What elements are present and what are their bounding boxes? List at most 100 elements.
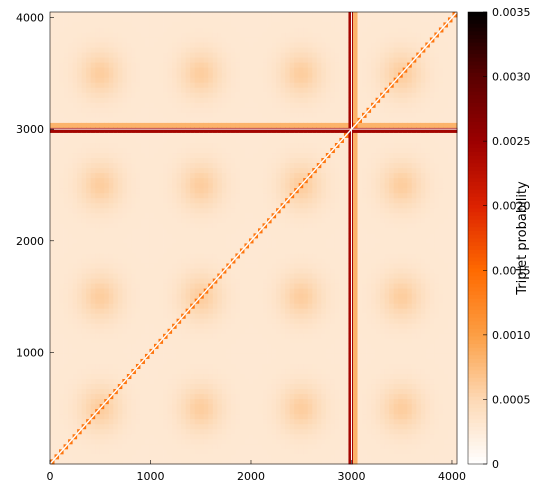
heatmap-cell [258,448,263,455]
heatmap-cell [244,167,250,174]
heatmap-cell [258,177,263,184]
heatmap-cell [208,433,214,440]
heatmap-cell [258,333,263,339]
heatmap-cell [253,238,259,244]
heatmap-cell [126,308,132,314]
heatmap-cell [285,318,291,324]
heatmap-cell [59,57,64,63]
heatmap-cell [149,328,155,334]
heatmap-cell [131,62,137,68]
heatmap-cell [176,222,182,229]
heatmap-cell [131,373,137,380]
heatmap-cell [289,328,295,334]
heatmap-cell [258,453,263,460]
heatmap-cell [131,333,137,339]
heatmap-cell [104,67,110,73]
heatmap-cell [199,192,205,199]
heatmap-cell [185,162,191,169]
heatmap-cell [285,293,291,299]
heatmap-cell [126,278,132,284]
heatmap-cell [294,192,300,199]
heatmap-cell [176,112,182,118]
heatmap-cell [244,197,250,204]
heatmap-cell [230,373,236,380]
heatmap-cell [95,57,101,63]
heatmap-cell [104,323,110,329]
heatmap-cell [113,348,119,354]
heatmap-cell [144,363,150,369]
heatmap-cell [86,298,92,304]
heatmap-cell [181,62,187,68]
heatmap-cell [280,373,286,380]
heatmap-cell [203,57,209,63]
heatmap-cell [190,12,196,18]
heatmap-cell [239,323,245,329]
heatmap-cell [126,383,132,390]
heatmap-cell [86,348,92,354]
heatmap-cell [126,283,132,289]
heatmap-cell [280,263,286,269]
heatmap-cell [285,127,291,133]
heatmap-cell [149,443,155,450]
heatmap-cell [158,147,164,154]
heatmap-cell [95,127,101,133]
heatmap-cell [267,107,272,113]
heatmap-cell [285,122,291,128]
heatmap-cell [208,333,214,339]
heatmap-cell [131,132,137,138]
heatmap-cell [212,403,218,410]
heatmap-cell [117,127,123,133]
heatmap-cell [149,393,155,400]
heatmap-cell [258,308,263,314]
heatmap-cell [226,238,232,244]
heatmap-cell [212,313,218,319]
heatmap-cell [77,323,83,329]
heatmap-cell [122,343,128,349]
heatmap-cell [239,202,245,209]
heatmap-cell [59,72,64,78]
heatmap-cell [113,283,119,289]
heatmap-cell [131,248,137,254]
heatmap-cell [221,127,227,133]
heatmap-cell [149,313,155,319]
heatmap-cell [90,273,96,279]
heatmap-cell [59,137,64,143]
heatmap-cell [113,318,119,324]
heatmap-cell [212,423,218,430]
heatmap-cell [230,393,236,400]
heatmap-cell [117,102,123,108]
heatmap-cell [280,328,286,334]
heatmap-cell [185,328,191,334]
heatmap-cell [212,343,218,349]
heatmap-cell [208,92,214,98]
heatmap-cell [154,248,159,254]
heatmap-cell [221,87,227,93]
heatmap-cell [203,298,209,304]
heatmap-cell [176,52,182,58]
heatmap-cell [167,147,173,154]
heatmap-cell [135,398,141,405]
heatmap-cell [248,343,254,349]
heatmap-cell [163,162,168,169]
heatmap-cell [90,458,96,465]
heatmap-cell [271,87,277,93]
heatmap-cell [95,273,101,279]
heatmap-cell [154,137,159,143]
heatmap-cell [289,12,295,18]
heatmap-cell [235,288,241,294]
heatmap-cell [158,258,164,264]
heatmap-cell [72,182,78,189]
heatmap-cell [117,238,123,244]
heatmap-cell [194,248,200,254]
heatmap-cell [203,303,209,309]
heatmap-cell [72,448,78,455]
heatmap-cell [158,388,164,395]
heatmap-cell [77,52,83,58]
heatmap-cell [271,157,277,164]
heatmap-cell [90,308,96,314]
heatmap-cell [72,232,78,239]
heatmap-cell [208,403,214,410]
heatmap-cell [203,132,209,138]
heatmap-cell [167,433,173,440]
heatmap-cell [95,87,101,93]
